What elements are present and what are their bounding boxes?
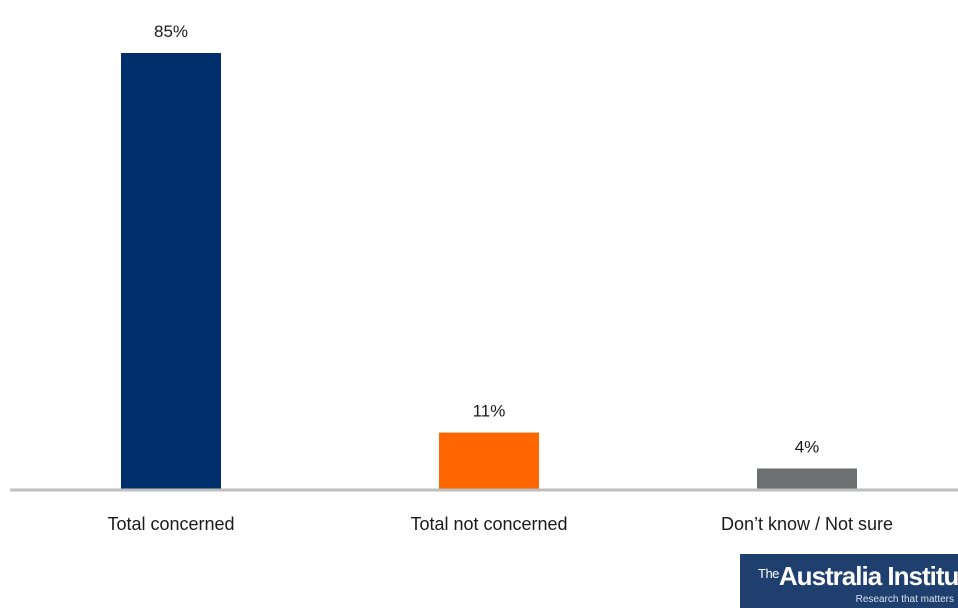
australia-institute-logo: TheAustralia Institute Research that mat… bbox=[740, 554, 958, 608]
category-label-3: Don’t know / Not sure bbox=[721, 514, 893, 534]
value-label-1: 85% bbox=[154, 22, 188, 41]
bar-2 bbox=[439, 432, 539, 489]
logo-tagline: Research that matters bbox=[855, 594, 954, 605]
value-label-2: 11% bbox=[473, 402, 506, 421]
logo-wordmark: TheAustralia Institute bbox=[758, 560, 958, 595]
category-label-1: Total concerned bbox=[107, 514, 234, 534]
bar-3 bbox=[757, 468, 857, 489]
bar-chart: 85% 11% 4% Total concerned Total not concer… bbox=[10, 22, 958, 534]
bar-1 bbox=[121, 53, 221, 489]
bars-group bbox=[121, 53, 857, 489]
value-label-3: 4% bbox=[795, 437, 820, 456]
logo-name: Australia Institute bbox=[778, 561, 958, 591]
logo-the: The bbox=[758, 566, 779, 581]
category-label-2: Total not concerned bbox=[410, 514, 567, 534]
category-labels-group: Total concerned Total not concerned Don’t … bbox=[107, 514, 893, 534]
value-labels-group: 85% 11% 4% bbox=[154, 22, 819, 456]
